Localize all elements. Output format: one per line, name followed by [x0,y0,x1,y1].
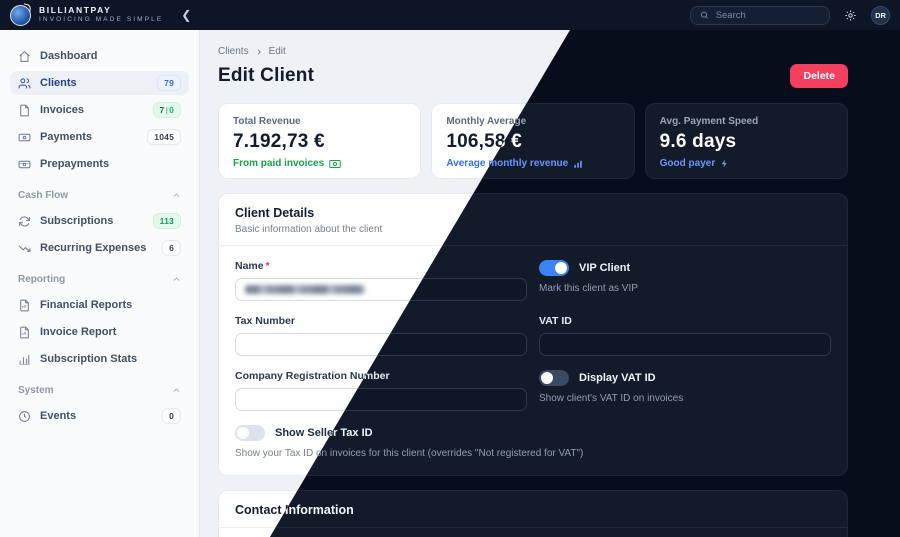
sidebar-section-system[interactable]: System [10,385,189,396]
seller-tax-toggle[interactable] [235,425,265,441]
display-vat-toggle-group: Display VAT ID Show client's VAT ID on i… [539,370,684,404]
events-count-badge: 0 [162,408,181,424]
clock-icon [18,410,31,423]
users-icon [18,77,31,90]
vat-id-input[interactable] [539,333,831,356]
required-marker: * [265,260,270,272]
sidebar-item-label: Events [40,410,77,422]
payments-count-badge: 1045 [147,129,181,145]
sidebar-item-label: Financial Reports [40,299,133,311]
sidebar-item-label: Prepayments [40,158,110,170]
sidebar-section-cash-flow[interactable]: Cash Flow [10,190,189,201]
sidebar: Dashboard Clients 79 Invoices 7|0 Paymen… [0,30,200,537]
delete-button[interactable]: Delete [790,64,848,88]
sidebar-item-financial-reports[interactable]: Financial Reports [10,293,189,317]
invoices-count-badge: 7|0 [152,102,181,118]
logo-icon [10,4,31,26]
redacted-name-value [245,285,365,294]
stat-card-total-revenue: Total Revenue 7.192,73 € From paid invoi… [218,103,422,179]
search-input[interactable] [690,5,830,25]
sidebar-item-label: Dashboard [40,50,98,62]
top-bar: BILLIANTPAY INVOICING MADE SIMPLE ❮ DR [0,0,900,30]
vat-id-field-group: VAT ID [539,315,831,356]
bar-chart-icon [574,160,582,168]
sidebar-item-clients[interactable]: Clients 79 [10,71,189,95]
sidebar-item-subscription-stats[interactable]: Subscription Stats [10,347,189,371]
chevron-right-icon [257,48,261,55]
sidebar-item-label: Invoice Report [40,326,117,338]
bar-chart-icon [18,353,31,366]
sidebar-item-events[interactable]: Events 0 [10,404,189,428]
trending-down-icon [18,242,31,255]
sidebar-item-dashboard[interactable]: Dashboard [10,44,189,68]
display-vat-toggle[interactable] [539,370,569,386]
sidebar-item-label: Subscription Stats [40,353,138,365]
sidebar-collapse-icon[interactable]: ❮ [181,8,192,22]
breadcrumb: Clients Edit [218,46,848,57]
sidebar-item-label: Clients [40,77,77,89]
home-icon [18,50,31,63]
refresh-icon [18,215,31,228]
search-field[interactable] [715,9,820,21]
section-title: Client Details [235,206,315,220]
user-avatar[interactable]: DR [871,5,890,25]
sidebar-item-recurring-expenses[interactable]: Recurring Expenses 6 [10,236,189,260]
payment-speed-value: 9.6 days [659,131,737,152]
sidebar-item-subscriptions[interactable]: Subscriptions 113 [10,209,189,233]
lightning-icon [721,159,727,168]
brand-logo[interactable]: BILLIANTPAY INVOICING MADE SIMPLE [10,4,164,26]
sidebar-section-reporting[interactable]: Reporting [10,274,189,285]
banknote-icon [329,159,341,168]
contact-information-card: Contact Information Email Phone Website [235,490,848,537]
search-icon [701,11,708,19]
gear-icon[interactable] [844,9,857,22]
sidebar-item-payments[interactable]: Payments 1045 [10,125,189,149]
stat-card-payment-speed: Avg. Payment Speed 9.6 days Good payer [644,103,848,179]
sidebar-item-label: Invoices [40,104,85,116]
file-chart-icon [18,299,31,312]
sidebar-item-prepayments[interactable]: Prepayments [10,152,189,176]
page-title: Edit Client [218,65,315,86]
file-icon [18,104,31,117]
main-area: Clients Edit Edit Client Delete Total Re… [200,30,900,537]
vip-toggle-group: VIP Client Mark this client as VIP [539,260,638,294]
recurring-expenses-count-badge: 6 [162,240,181,256]
chevron-up-icon [172,386,181,395]
breadcrumb-current: Edit [268,46,286,57]
vip-toggle[interactable] [539,260,569,276]
sidebar-item-label: Payments [40,131,92,143]
banknote-icon [18,131,31,144]
section-subtitle: Basic information about the client [235,224,383,235]
sidebar-item-invoices[interactable]: Invoices 7|0 [10,98,189,122]
chevron-up-icon [172,275,181,284]
brand-tagline: INVOICING MADE SIMPLE [39,16,164,24]
brand-name: BILLIANTPAY [39,5,112,16]
sidebar-item-label: Subscriptions [40,215,114,227]
breadcrumb-clients[interactable]: Clients [218,46,249,57]
sidebar-item-label: Recurring Expenses [40,242,147,254]
sidebar-item-invoice-report[interactable]: Invoice Report [10,320,189,344]
subscriptions-count-badge: 113 [152,213,181,229]
file-chart-icon [18,326,31,339]
banknote-icon [18,158,31,171]
chevron-up-icon [172,191,181,200]
section-title: Contact Information [235,503,354,517]
total-revenue-value: 7.192,73 € [233,131,325,152]
clients-count-badge: 79 [157,75,181,91]
